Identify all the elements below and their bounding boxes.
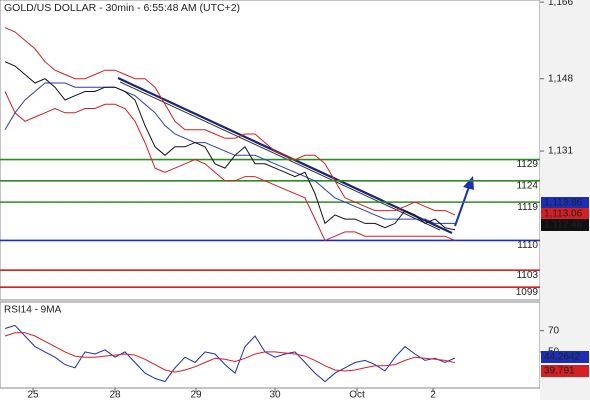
y-tick-label: 1,131 bbox=[548, 146, 573, 157]
trend-line bbox=[119, 81, 441, 231]
price-box bbox=[541, 208, 589, 220]
price-box-label: 1,113.86 bbox=[544, 198, 583, 209]
level-label: 1110 bbox=[517, 240, 538, 251]
price-box-label: 1,113.06 bbox=[544, 209, 583, 220]
price-box bbox=[541, 219, 589, 231]
rsi-title: RSI14 - 9MA bbox=[4, 305, 62, 316]
price-box bbox=[541, 351, 589, 363]
rsi-panel bbox=[0, 301, 541, 389]
series-line bbox=[4, 27, 456, 216]
series-line bbox=[4, 332, 456, 373]
x-tick-label: 2 bbox=[430, 390, 436, 400]
price-box-label: 39.791 bbox=[544, 366, 575, 377]
price-box-label: 44.2642 bbox=[544, 352, 581, 363]
price-box-label: 1,112.48 bbox=[544, 220, 583, 231]
arrow-head bbox=[463, 176, 474, 190]
level-label: 1129 bbox=[516, 159, 538, 170]
level-label: 1099 bbox=[516, 287, 539, 298]
chart-title: GOLD/US DOLLAR - 30min - 6:55:48 AM (UTC… bbox=[4, 2, 240, 14]
level-label: 1119 bbox=[517, 202, 538, 213]
price-panel bbox=[0, 0, 541, 301]
y-tick-label: 1,148 bbox=[548, 73, 573, 84]
series-line bbox=[4, 324, 456, 383]
series-line bbox=[4, 91, 456, 242]
y-tick-label: 1,166 bbox=[548, 0, 573, 8]
level-label: 1124 bbox=[516, 180, 538, 191]
series-line bbox=[4, 82, 455, 224]
x-tick-label: 28 bbox=[109, 390, 121, 400]
y-tick-label: 70 bbox=[548, 325, 560, 336]
forecast-arrow bbox=[454, 183, 471, 227]
level-label: 1103 bbox=[516, 270, 538, 281]
x-tick-label: Oct bbox=[349, 390, 365, 400]
x-tick-label: 30 bbox=[269, 390, 281, 400]
price-box bbox=[541, 197, 589, 209]
x-tick-label: 29 bbox=[190, 390, 202, 400]
x-tick-label: 25 bbox=[27, 390, 39, 400]
price-box bbox=[541, 365, 589, 377]
series-line bbox=[4, 61, 456, 231]
